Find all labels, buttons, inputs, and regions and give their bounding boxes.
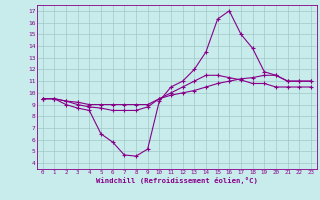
X-axis label: Windchill (Refroidissement éolien,°C): Windchill (Refroidissement éolien,°C) [96,177,258,184]
